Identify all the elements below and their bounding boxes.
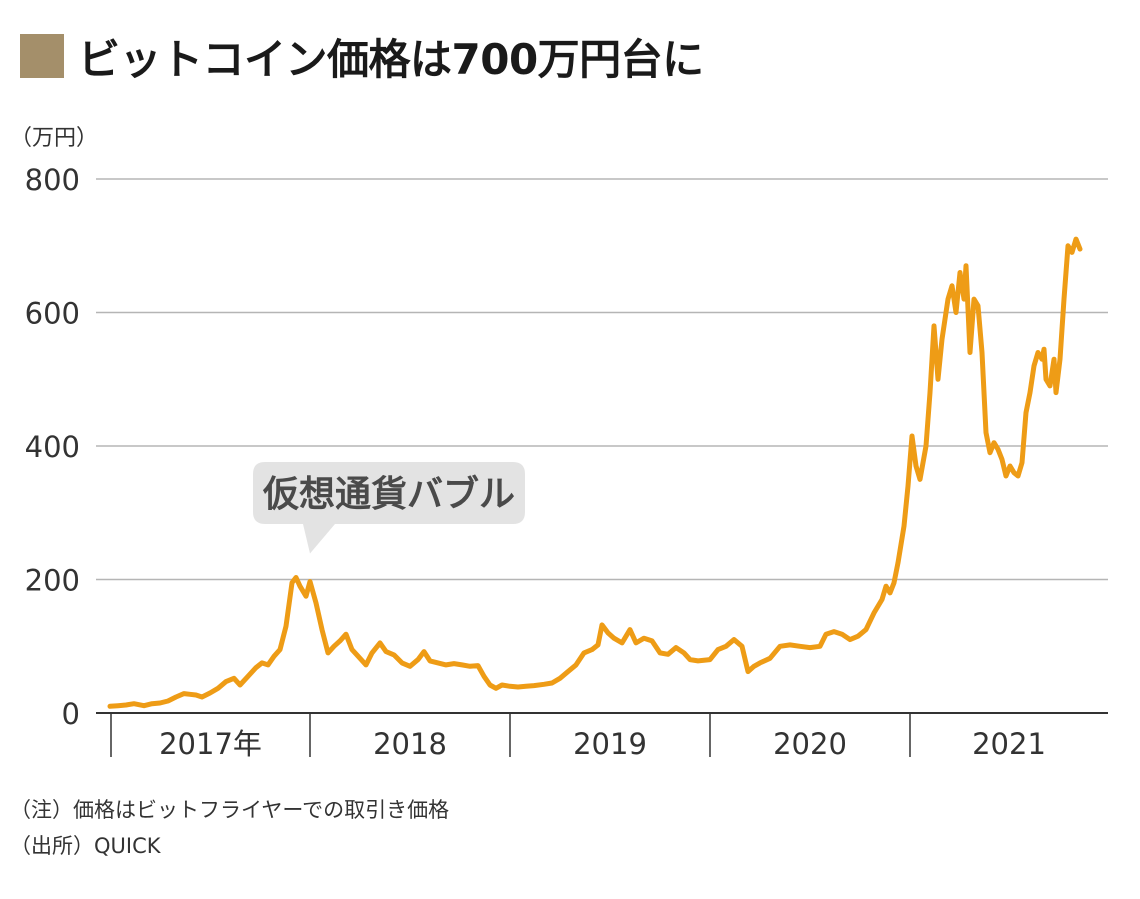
footnotes: （注）価格はビットフライヤーでの取引き価格 （出所）QUICK — [10, 792, 449, 864]
series-line-bitcoin-price — [107, 236, 1083, 709]
x-axis: 2017年 2018 2019 2020 2021 — [110, 713, 1046, 761]
x-tick-label: 2017年 — [159, 727, 262, 761]
y-tick-labels: 0 200 400 600 800 — [25, 163, 80, 731]
x-tick-label: 2020 — [773, 727, 847, 761]
y-tick-label: 0 — [62, 697, 80, 731]
footnote-source: （出所）QUICK — [10, 834, 161, 858]
gridlines — [96, 178, 1108, 714]
y-tick-label: 400 — [25, 430, 80, 464]
footnote-note: （注）価格はビットフライヤーでの取引き価格 — [10, 798, 450, 822]
x-tick-label: 2018 — [373, 727, 447, 761]
y-tick-label: 600 — [25, 297, 80, 331]
y-tick-label: 800 — [25, 163, 80, 197]
x-tick-label: 2021 — [972, 727, 1046, 761]
annotation-callout: 仮想通貨バブル — [253, 462, 525, 554]
y-axis-unit-label: （万円） — [10, 126, 99, 151]
y-tick-label: 200 — [25, 564, 80, 598]
chart-title-block: ビットコイン価格は700万円台に — [20, 32, 704, 84]
chart-title: ビットコイン価格は700万円台に — [78, 34, 704, 84]
title-accent-square — [20, 34, 64, 78]
annotation-text: 仮想通貨バブル — [262, 473, 515, 515]
x-tick-label: 2019 — [573, 727, 647, 761]
annotation-bubble — [253, 462, 525, 554]
